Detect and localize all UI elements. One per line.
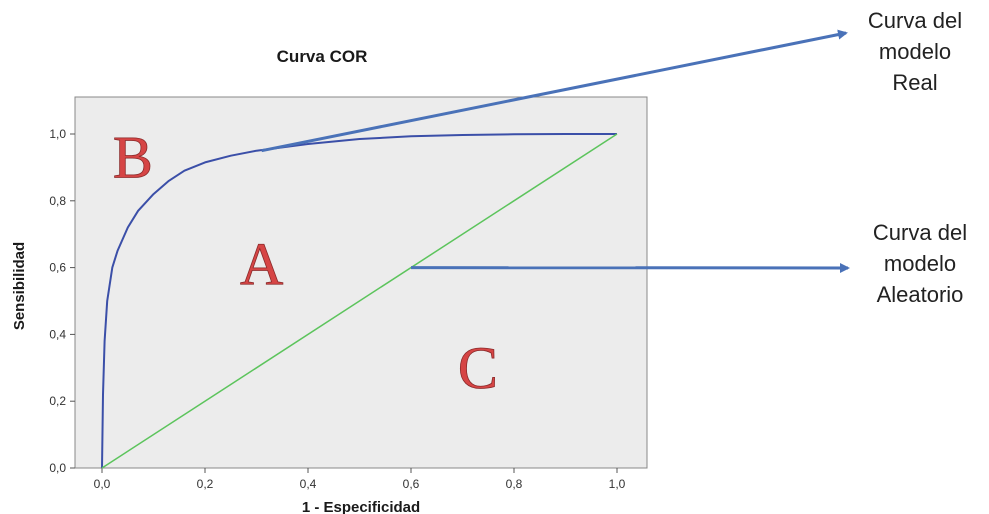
chart-title: Curva COR (277, 47, 368, 66)
x-tick-label: 1,0 (609, 477, 626, 491)
y-tick-label: 0,0 (49, 461, 66, 475)
annotations: Curva del modelo Real Curva del modelo Aleato… (261, 8, 967, 307)
x-tick-label: 0,8 (506, 477, 523, 491)
region-labels: B A C (112, 124, 498, 401)
region-label-a: A (240, 231, 283, 297)
series-layer (101, 133, 618, 469)
y-tick-label: 0,4 (49, 327, 66, 341)
y-tick-label: 0,2 (49, 394, 66, 408)
x-tick-label: 0,4 (300, 477, 317, 491)
series-line-diagonal (101, 133, 618, 469)
annotation-text: Real (892, 70, 937, 95)
x-axis: 0,0 0,2 0,4 0,6 0,8 1,0 (94, 468, 626, 491)
y-tick-label: 1,0 (49, 127, 66, 141)
series-line-model (101, 133, 617, 469)
region-label-c: C (458, 335, 498, 401)
annotation-text: modelo (879, 39, 951, 64)
region-label-b: B (113, 124, 153, 190)
y-tick-label: 0,6 (49, 261, 66, 275)
y-axis: 0,0 0,2 0,4 0,6 0,8 1,0 (49, 127, 75, 475)
x-tick-label: 0,2 (197, 477, 214, 491)
y-axis-label: Sensibilidad (11, 242, 28, 330)
annotation-text: modelo (884, 251, 956, 276)
x-tick-label: 0,0 (94, 477, 111, 491)
plot-area (74, 96, 648, 469)
y-tick-label: 0,8 (49, 194, 66, 208)
annotation-text: Aleatorio (877, 282, 964, 307)
x-axis-label: 1 - Especificidad (302, 499, 420, 514)
annotation-text: Curva del (868, 8, 962, 33)
annotation-arrow (261, 29, 848, 153)
x-tick-label: 0,6 (403, 477, 420, 491)
annotation-text: Curva del (873, 220, 967, 245)
